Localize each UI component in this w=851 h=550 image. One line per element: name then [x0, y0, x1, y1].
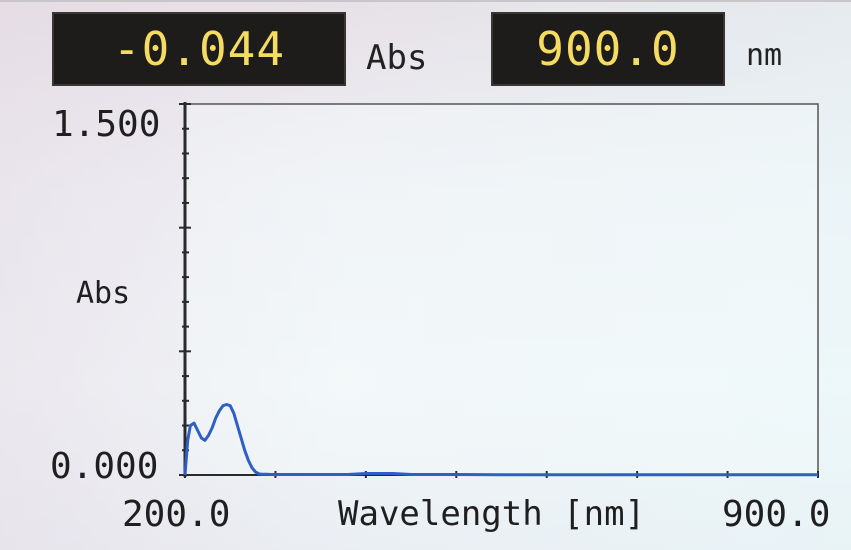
screen-bezel — [0, 0, 851, 2]
wavelength-unit-label: nm — [746, 38, 783, 73]
x-tick-label-min: 200.0 — [122, 494, 231, 535]
plot-area — [184, 103, 819, 476]
absorbance-value: -0.044 — [112, 22, 286, 76]
wavelength-readout: 900.0 — [491, 12, 725, 86]
x-tick-label-max: 900.0 — [722, 494, 831, 535]
y-tick-label-max: 1.500 — [52, 104, 161, 145]
series-line — [183, 403, 818, 477]
x-axis-label: Wavelength [nm] — [338, 494, 646, 534]
series-group — [183, 403, 818, 477]
y-axis-label: Abs — [76, 276, 131, 311]
absorbance-unit-label: Abs — [366, 38, 428, 78]
wavelength-value: 900.0 — [536, 22, 680, 76]
y-tick-label-min: 0.000 — [50, 446, 159, 487]
plot-frame — [183, 102, 819, 477]
axis-ticks — [179, 103, 819, 478]
absorbance-readout: -0.044 — [52, 12, 346, 86]
